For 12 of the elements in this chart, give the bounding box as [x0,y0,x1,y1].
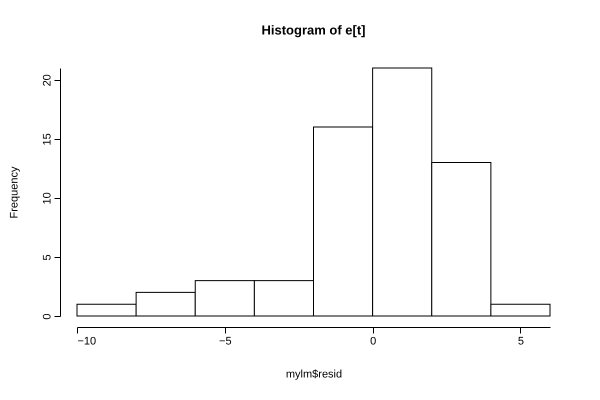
x-tick-label: 5 [518,336,524,348]
y-tick-label: 0 [42,313,54,320]
x-tick-label: −10 [78,336,96,348]
y-tick-label: 5 [42,254,54,261]
y-axis-title: Frequency [8,166,20,218]
y-tick-label: 10 [42,192,54,205]
y-tick-label: 15 [42,133,54,146]
x-tick-label: 0 [370,336,376,348]
x-tick-label: −5 [219,336,232,348]
y-tick-label: 20 [42,74,54,86]
x-axis-title: mylm$resid [286,368,342,380]
chart-title: Histogram of e[t] [262,22,366,38]
